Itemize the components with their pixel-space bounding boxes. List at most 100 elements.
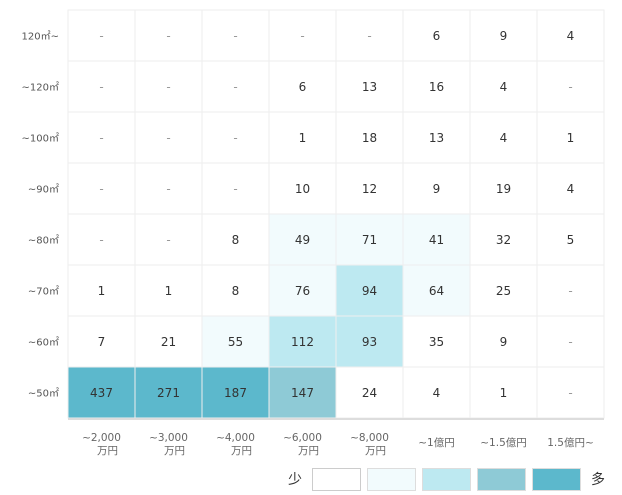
row-label: ~50㎡ [28, 388, 59, 400]
cell-value-label: 1 [165, 284, 173, 298]
cell-value-label: - [300, 29, 304, 43]
cell-value-label: 4 [567, 182, 575, 196]
heatmap-cell [67, 60, 136, 113]
heatmap-cell [536, 111, 605, 164]
column-label-unit: 万円 [298, 445, 319, 457]
cell-value-label: - [568, 335, 572, 349]
column-label: ~1.5億円 [480, 436, 527, 449]
cell-value-label: 18 [362, 131, 377, 145]
heatmap-cell [134, 9, 203, 62]
heatmap-cell [402, 111, 471, 164]
heatmap-cell [402, 315, 471, 368]
heatmap-cell [536, 162, 605, 215]
cell-value-label: 64 [429, 284, 444, 298]
legend-high-label: 多 [591, 471, 605, 488]
cell-value-label: 147 [291, 386, 314, 400]
cell-value-label: - [233, 182, 237, 196]
heatmap-cell [268, 366, 337, 419]
heatmap-cell [67, 162, 136, 215]
cell-value-label: 21 [161, 335, 176, 349]
heatmap-cell [469, 366, 538, 419]
legend-swatch [477, 468, 526, 491]
heatmap-cell [201, 111, 270, 164]
cell-value-label: 8 [232, 233, 240, 247]
column-label: ~4,000 [216, 432, 255, 444]
heatmap-cell [67, 315, 136, 368]
heatmap-cell [268, 60, 337, 113]
cell-value-label: - [568, 284, 572, 298]
cell-value-label: 71 [362, 233, 377, 247]
cell-value-label: 12 [362, 182, 377, 196]
heatmap-cell [67, 264, 136, 317]
cell-value-label: 16 [429, 80, 444, 94]
row-label: ~60㎡ [28, 337, 59, 349]
cell-value-label: - [568, 80, 572, 94]
cell-value-label: 55 [228, 335, 243, 349]
heatmap-cell [268, 315, 337, 368]
cell-value-label: - [99, 80, 103, 94]
cell-value-label: 94 [362, 284, 377, 298]
cell-value-label: - [166, 29, 170, 43]
column-label: ~6,000 [283, 432, 322, 444]
cell-value-label: 19 [496, 182, 511, 196]
legend-swatch [422, 468, 471, 491]
cell-value-label: - [233, 131, 237, 145]
cell-value-label: - [233, 29, 237, 43]
cell-value-label: 9 [433, 182, 441, 196]
cell-value-label: 24 [362, 386, 377, 400]
cell-value-label: 7 [98, 335, 106, 349]
heatmap-cell [469, 60, 538, 113]
cell-value-label: 32 [496, 233, 511, 247]
cell-value-label: 4 [433, 386, 441, 400]
cell-value-label: 4 [500, 131, 508, 145]
cell-value-label: 76 [295, 284, 310, 298]
heatmap-cell [67, 9, 136, 62]
heatmap-cell [402, 213, 471, 266]
cell-value-label: 4 [500, 80, 508, 94]
legend-swatch [532, 468, 581, 491]
cell-value-label: - [166, 131, 170, 145]
heatmap-cell [402, 60, 471, 113]
cell-value-label: 6 [299, 80, 307, 94]
heatmap-cell [469, 213, 538, 266]
column-label: 1.5億円~ [547, 436, 594, 449]
heatmap-cell [67, 111, 136, 164]
cell-value-label: 1 [500, 386, 508, 400]
heatmap-cell [201, 264, 270, 317]
heatmap-cell [536, 264, 605, 317]
heatmap-cell [402, 366, 471, 419]
cell-value-label: 112 [291, 335, 314, 349]
cell-value-label: 8 [232, 284, 240, 298]
cell-value-label: - [166, 233, 170, 247]
cell-value-label: - [99, 131, 103, 145]
cell-value-label: 1 [567, 131, 575, 145]
cell-value-label: 9 [500, 29, 508, 43]
heatmap-cell [469, 111, 538, 164]
cell-value-label: 25 [496, 284, 511, 298]
heatmap-cell [536, 60, 605, 113]
heatmap-cell [402, 264, 471, 317]
heatmap-cell [335, 111, 404, 164]
column-label-unit: 万円 [97, 445, 118, 457]
heatmap-cell [469, 162, 538, 215]
heatmap-cell [402, 162, 471, 215]
cell-value-label: 41 [429, 233, 444, 247]
row-label: ~120㎡ [22, 82, 59, 94]
cell-value-label: 1 [98, 284, 106, 298]
heatmap-cell [201, 213, 270, 266]
cell-value-label: - [166, 80, 170, 94]
heatmap-cell [201, 366, 270, 419]
cell-value-label: - [99, 233, 103, 247]
legend-low-label: 少 [288, 472, 302, 488]
row-label: ~80㎡ [28, 235, 59, 247]
cell-value-label: 1 [299, 131, 307, 145]
row-label: ~100㎡ [22, 133, 59, 145]
cell-value-label: 437 [90, 386, 113, 400]
heatmap-cell [134, 315, 203, 368]
cell-value-label: - [233, 80, 237, 94]
heatmap-cell [536, 366, 605, 419]
column-label-unit: 万円 [231, 445, 252, 457]
column-label: ~3,000 [149, 432, 188, 444]
column-label-unit: 万円 [365, 445, 386, 457]
